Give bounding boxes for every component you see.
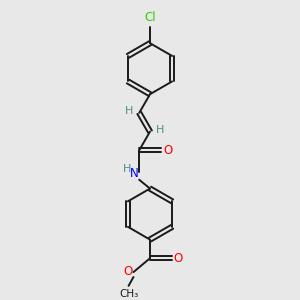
Text: O: O <box>174 252 183 265</box>
Text: O: O <box>123 265 132 278</box>
Text: CH₃: CH₃ <box>119 289 138 299</box>
Text: N: N <box>130 167 139 180</box>
Text: H: H <box>123 164 132 174</box>
Text: H: H <box>125 106 134 116</box>
Text: H: H <box>156 124 164 135</box>
Text: Cl: Cl <box>144 11 156 24</box>
Text: O: O <box>163 144 172 157</box>
